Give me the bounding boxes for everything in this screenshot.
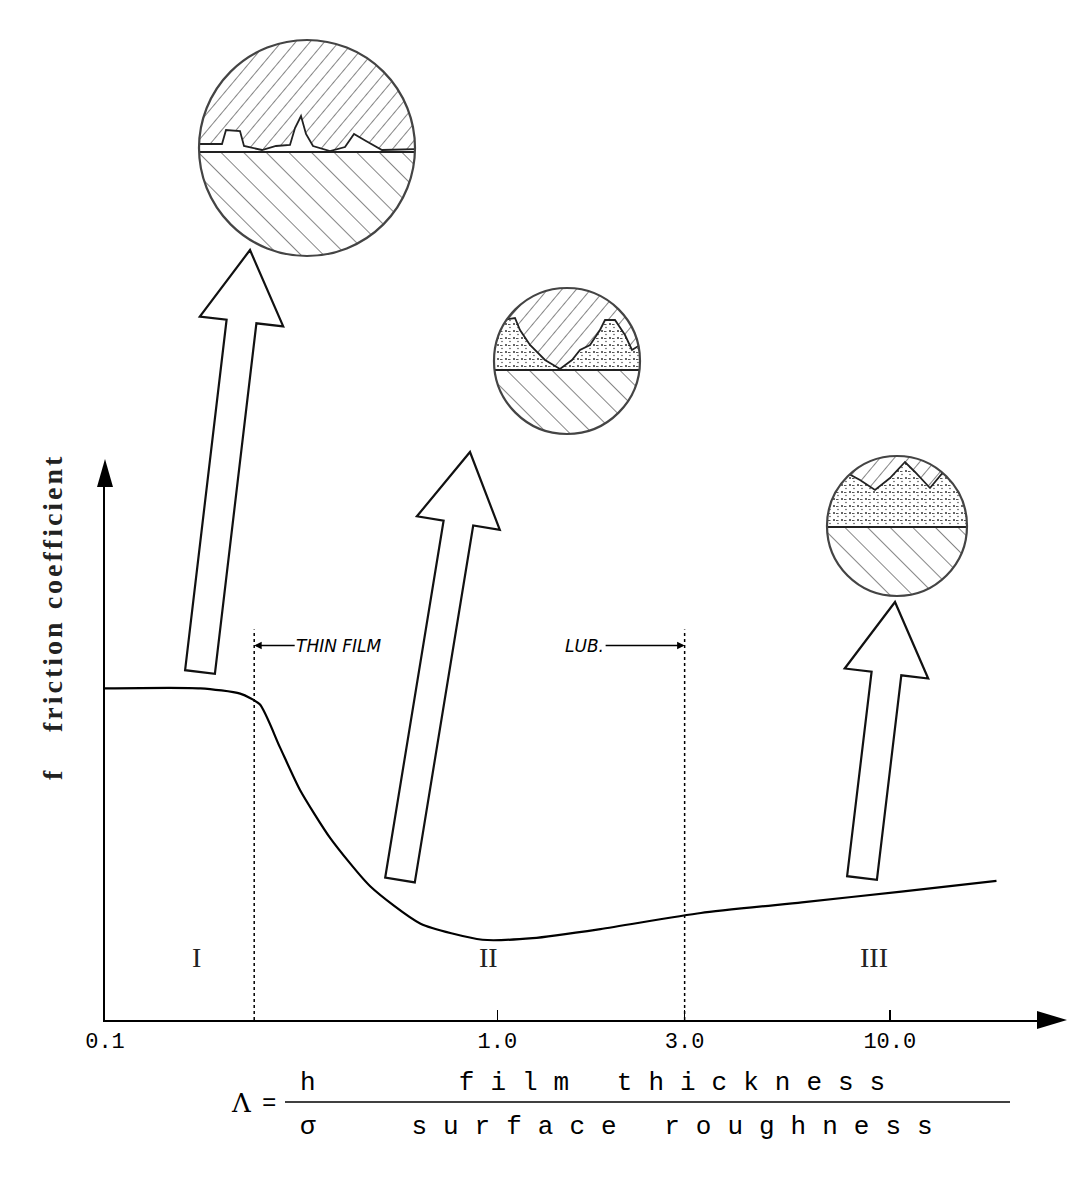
svg-text:friction coefficient: friction coefficient bbox=[37, 454, 68, 732]
svg-text:Λ: Λ bbox=[231, 1088, 252, 1118]
svg-text:=: = bbox=[262, 1090, 276, 1117]
svg-text:10.0: 10.0 bbox=[863, 1030, 916, 1055]
svg-text:f: f bbox=[37, 770, 68, 780]
svg-text:h: h bbox=[300, 1068, 316, 1098]
svg-text:THIN FILM: THIN FILM bbox=[296, 636, 382, 656]
svg-text:1.0: 1.0 bbox=[478, 1030, 518, 1055]
svg-text:III: III bbox=[860, 942, 888, 973]
svg-text:3.0: 3.0 bbox=[665, 1030, 705, 1055]
svg-text:surface roughness: surface roughness bbox=[411, 1112, 948, 1142]
svg-text:LUB.: LUB. bbox=[565, 636, 604, 656]
svg-text:σ: σ bbox=[300, 1112, 316, 1142]
svg-text:I: I bbox=[192, 942, 201, 973]
svg-text:film thickness: film thickness bbox=[459, 1068, 901, 1098]
svg-text:II: II bbox=[479, 942, 498, 973]
svg-text:0.1: 0.1 bbox=[85, 1030, 125, 1055]
